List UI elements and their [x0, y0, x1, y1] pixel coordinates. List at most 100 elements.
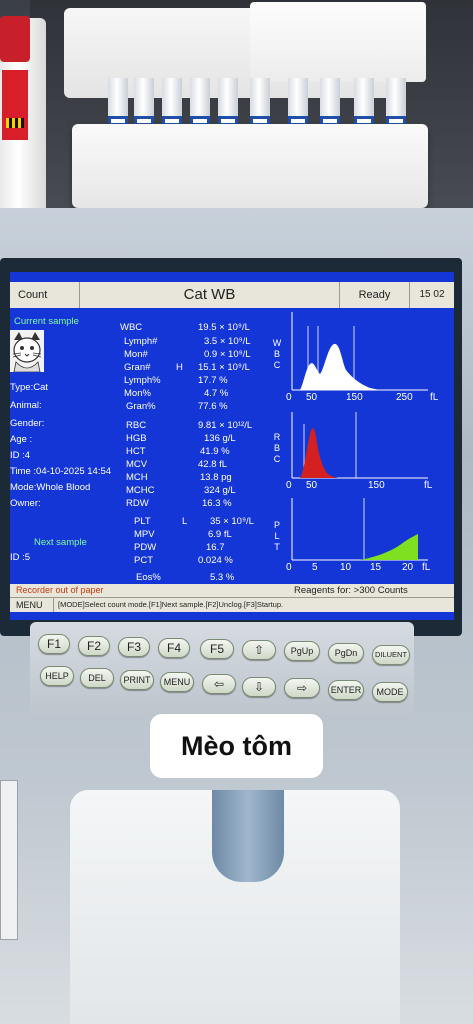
- result-value: 77.6 %: [198, 401, 228, 412]
- count-tab[interactable]: Count: [10, 282, 80, 308]
- plt-tick: fL: [422, 562, 431, 573]
- enter-key[interactable]: ENTER: [328, 680, 364, 700]
- plt-tick: 10: [340, 562, 352, 573]
- right-arrow-key[interactable]: ⇨: [284, 678, 320, 698]
- plt-tick: 0: [286, 562, 292, 573]
- plt-tick: 20: [402, 562, 414, 573]
- sample-type: Type:Cat: [10, 382, 49, 393]
- sample-time: Time :04-10-2025 14:54: [10, 466, 112, 477]
- f1-key[interactable]: F1: [38, 634, 70, 654]
- species-title: Cat WB: [80, 282, 340, 308]
- result-value: 19.5 × 10⁹/L: [198, 322, 250, 333]
- foam-block: [250, 2, 426, 82]
- pgup-key[interactable]: PgUp: [284, 641, 320, 661]
- down-arrow-key[interactable]: ⇩: [242, 677, 276, 697]
- result-name: HGB: [126, 433, 147, 444]
- status-bar: MENU [MODE]Select count mode.[F1]Next sa…: [10, 597, 454, 612]
- wbc-histogram: [290, 312, 428, 392]
- sample-probe: [212, 790, 284, 882]
- wbc-tick: 250: [396, 392, 413, 403]
- menu-indicator[interactable]: MENU: [10, 598, 54, 612]
- result-value: 0.024 %: [198, 555, 233, 566]
- result-name: Gran%: [126, 401, 156, 412]
- screen-header: Count Cat WB Ready 15 02: [10, 282, 454, 308]
- help-key[interactable]: HELP: [40, 666, 74, 686]
- wbc-curve: [300, 343, 380, 390]
- plt-tick: 15: [370, 562, 382, 573]
- diluent-key[interactable]: DILUENT: [372, 645, 410, 665]
- edta-tube: [288, 78, 308, 134]
- up-arrow-key[interactable]: ⇧: [242, 640, 276, 660]
- pgdn-key[interactable]: PgDn: [328, 643, 364, 663]
- result-value: 324 g/L: [204, 485, 236, 496]
- result-name: Mon%: [124, 388, 151, 399]
- photo-caption: Mèo tôm: [150, 714, 323, 778]
- result-value: 16.3 %: [202, 498, 232, 509]
- sample-id: ID :4: [10, 450, 31, 461]
- rbc-tick: fL: [424, 480, 433, 491]
- result-name: Mon#: [124, 349, 148, 360]
- result-name: MPV: [134, 529, 155, 540]
- f2-key[interactable]: F2: [78, 636, 110, 656]
- result-flag-low: L: [182, 516, 188, 527]
- result-value: 42.8 fL: [198, 459, 228, 470]
- wbc-tick: fL: [430, 392, 439, 403]
- reagent-bottle-cap: [0, 16, 30, 62]
- result-value: 5.3 %: [210, 572, 235, 583]
- wbc-tick: 0: [286, 392, 292, 403]
- plt-histogram: [290, 498, 428, 562]
- result-value: 41.9 %: [200, 446, 230, 457]
- result-name: RBC: [126, 420, 147, 431]
- result-value: 4.7 %: [204, 388, 229, 399]
- result-value: 136 g/L: [204, 433, 236, 444]
- sample-age: Age :: [10, 434, 33, 445]
- left-arrow-key[interactable]: ⇦: [202, 674, 236, 694]
- result-value: 3.5 × 10⁹/L: [204, 336, 251, 347]
- result-value: 9.81 × 10¹²/L: [198, 420, 253, 431]
- f5-key[interactable]: F5: [200, 639, 234, 659]
- result-flag-high: H: [176, 362, 183, 373]
- plt-curve: [360, 534, 418, 560]
- result-value: 35 × 10⁹/L: [210, 516, 254, 527]
- result-value: 15.1 × 10⁹/L: [198, 362, 250, 373]
- result-value: 17.7 %: [198, 375, 228, 386]
- cat-icon: [10, 330, 44, 373]
- analyzer-screen: Count Cat WB Ready 15 02 Current sample …: [10, 272, 454, 620]
- f3-key[interactable]: F3: [118, 637, 150, 657]
- status-indicator: Ready: [340, 282, 410, 308]
- result-value: 6.9 fL: [208, 529, 232, 540]
- result-name: Gran#: [124, 362, 151, 373]
- result-value: 0.9 × 10⁹/L: [204, 349, 251, 360]
- print-key[interactable]: PRINT: [120, 670, 154, 690]
- result-name: PDW: [134, 542, 157, 553]
- result-value: 16.7: [206, 542, 225, 553]
- result-name: PCT: [134, 555, 153, 566]
- result-name: PLT: [134, 516, 151, 527]
- del-key[interactable]: DEL: [80, 668, 114, 688]
- keypad: F1 F2 F3 F4 F5 ⇧ PgUp PgDn DILUENT HELP …: [30, 622, 414, 718]
- mode-key[interactable]: MODE: [372, 682, 408, 702]
- sample-mode: Mode:Whole Blood: [10, 482, 91, 493]
- rbc-histogram: [290, 412, 428, 480]
- side-panel: [0, 780, 18, 940]
- result-name: Lymph%: [124, 375, 161, 386]
- message-bar: Recorder out of paper Reagents for: >300…: [10, 584, 454, 597]
- clock: 15 02: [419, 289, 445, 300]
- reagent-status: Reagents for: >300 Counts: [294, 585, 408, 596]
- plt-tick: 5: [312, 562, 318, 573]
- rbc-curve: [300, 428, 340, 478]
- alert-message: Recorder out of paper: [16, 585, 104, 595]
- next-sample-id: ID :5: [10, 552, 31, 563]
- sample-owner: Owner:: [10, 498, 41, 509]
- current-sample-label: Current sample: [14, 316, 79, 327]
- rbc-tick: 50: [306, 480, 318, 491]
- menu-key[interactable]: MENU: [160, 672, 194, 692]
- result-name: Eos%: [136, 572, 161, 583]
- result-name: MCHC: [126, 485, 155, 496]
- result-name: Lymph#: [124, 336, 158, 347]
- f4-key[interactable]: F4: [158, 638, 190, 658]
- foam-tray-front: [72, 124, 428, 208]
